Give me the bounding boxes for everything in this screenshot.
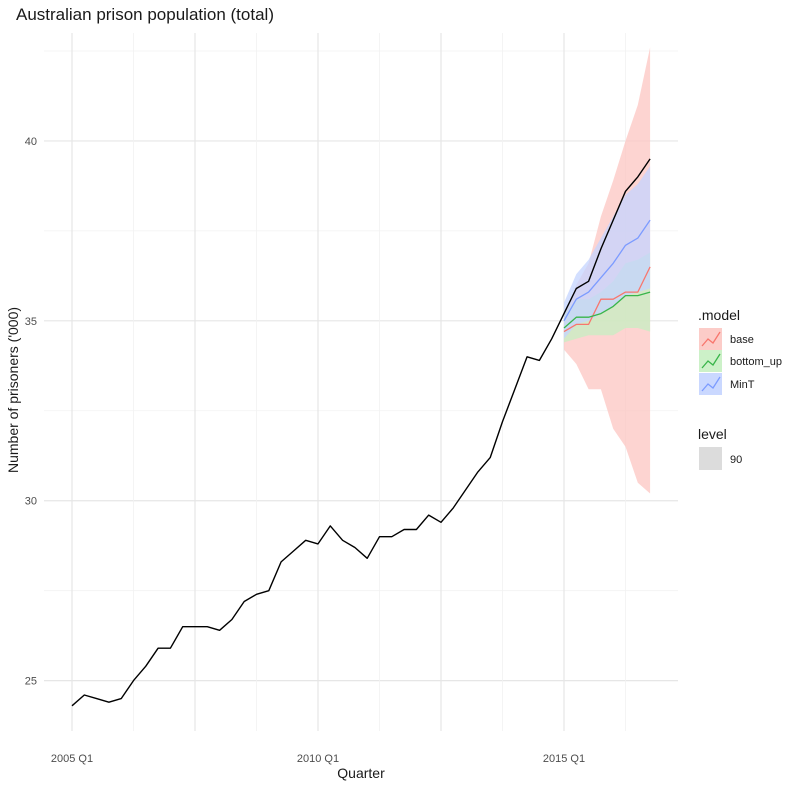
grid [44, 33, 678, 731]
legend-level-title: level [698, 426, 727, 442]
interval-band-MinT [564, 166, 651, 339]
x-tick-label: 2015 Q1 [543, 753, 585, 765]
forecast-line-MinT [563, 219, 651, 322]
legend-key-line-base [701, 331, 721, 347]
y-tick-label: 40 [25, 136, 37, 148]
legend-key-line-MinT [701, 376, 721, 392]
y-tick-label: 30 [25, 496, 37, 508]
legend-key-line-bottom-up [701, 353, 721, 369]
legend-swatch-base [699, 328, 722, 350]
legend-swatch-bottom-up [699, 350, 722, 372]
y-axis-title: Number of prisoners ('000) [5, 307, 21, 473]
legend: .model base bottom_up MinT level 90 [698, 307, 782, 470]
legend-swatch-MinT [699, 373, 722, 395]
legend-label-bottom-up: bottom_up [730, 356, 782, 368]
y-tick-label: 25 [25, 676, 37, 688]
x-tick-label: 2010 Q1 [297, 753, 339, 765]
legend-label-base: base [730, 334, 754, 346]
x-tick-label: 2005 Q1 [51, 753, 93, 765]
observed-line [71, 158, 651, 707]
legend-level-label: 90 [730, 454, 742, 466]
legend-model-title: .model [698, 307, 740, 323]
legend-level-swatch [699, 447, 722, 470]
x-axis-title: Quarter [337, 765, 385, 781]
forecast-line-bottom-up [563, 291, 651, 329]
legend-label-MinT: MinT [730, 379, 755, 391]
legend-model-items: base bottom_up MinT [699, 328, 782, 395]
chart-title: Australian prison population (total) [16, 5, 274, 24]
forecast-line-base [563, 266, 651, 333]
y-tick-label: 35 [25, 316, 37, 328]
y-axis-ticks: 25 30 35 40 [25, 136, 37, 688]
series-lines [71, 158, 651, 707]
x-axis-ticks: 2005 Q1 2010 Q1 2015 Q1 [51, 753, 585, 765]
